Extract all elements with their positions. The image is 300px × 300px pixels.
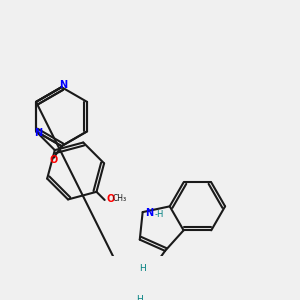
Text: O: O — [107, 194, 115, 204]
Text: H: H — [136, 295, 143, 300]
Text: CH₃: CH₃ — [113, 194, 127, 203]
Text: O: O — [50, 155, 58, 165]
Text: -H: -H — [154, 210, 164, 219]
Text: H: H — [139, 264, 146, 273]
Text: N: N — [59, 80, 67, 90]
Text: N: N — [145, 208, 153, 218]
Text: N: N — [34, 128, 42, 138]
